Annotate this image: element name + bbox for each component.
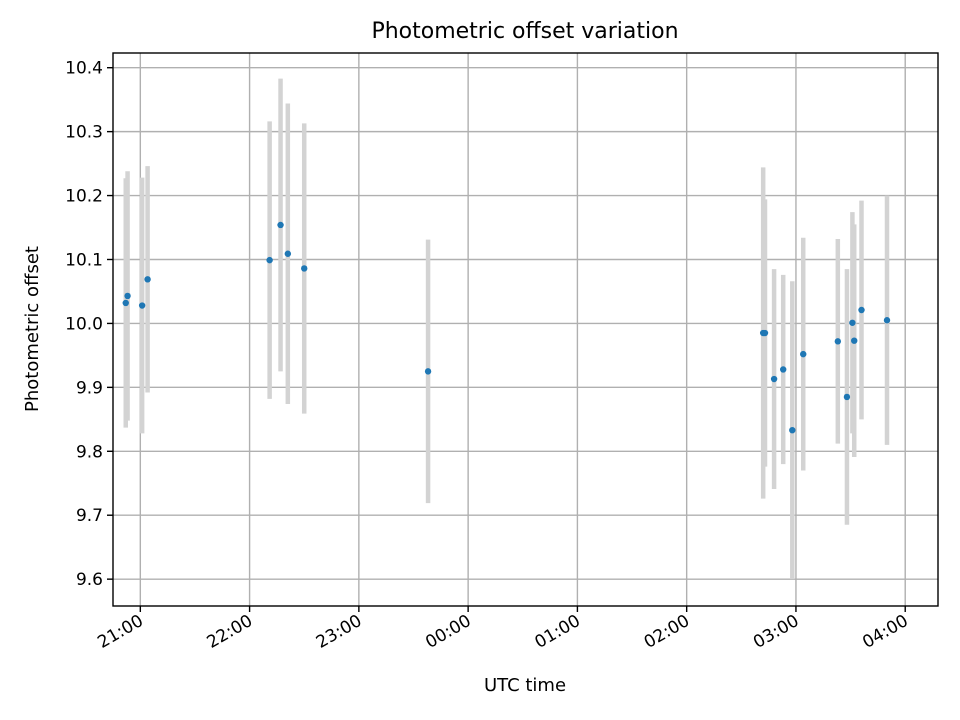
x-tick-label: 23:00 bbox=[313, 611, 365, 653]
y-tick-label: 10.1 bbox=[65, 250, 103, 270]
y-tick-label: 10.2 bbox=[65, 187, 103, 207]
y-tick-label: 9.6 bbox=[76, 570, 103, 590]
data-point bbox=[834, 338, 842, 345]
plot-frame bbox=[112, 52, 939, 607]
y-tick-label: 9.9 bbox=[76, 378, 103, 398]
data-point bbox=[789, 426, 796, 434]
grid-layer bbox=[113, 53, 938, 606]
data-point bbox=[301, 265, 308, 272]
data-point bbox=[284, 250, 292, 257]
data-point bbox=[800, 350, 807, 358]
x-tick-label: 00:00 bbox=[422, 611, 474, 653]
y-tick-label: 10.3 bbox=[65, 123, 103, 143]
x-tick-label: 02:00 bbox=[641, 611, 693, 653]
data-point bbox=[122, 299, 129, 307]
data-point bbox=[770, 375, 778, 383]
chart-title: Photometric offset variation bbox=[371, 19, 678, 44]
data-point bbox=[424, 368, 432, 375]
x-tick-label: 03:00 bbox=[750, 611, 802, 653]
errorbar-layer bbox=[123, 78, 890, 580]
data-point bbox=[849, 319, 856, 326]
data-point bbox=[858, 306, 865, 314]
data-point bbox=[266, 256, 273, 264]
data-point bbox=[138, 302, 146, 309]
data-point bbox=[779, 366, 787, 373]
point-layer bbox=[122, 221, 891, 434]
x-tick-label: 21:00 bbox=[94, 611, 146, 653]
data-point bbox=[843, 393, 851, 401]
data-point bbox=[277, 221, 284, 229]
data-point bbox=[144, 276, 151, 283]
y-tick-label: 10.0 bbox=[65, 314, 103, 334]
y-axis-label: Photometric offset bbox=[22, 246, 43, 412]
x-tick-label: 01:00 bbox=[531, 611, 583, 653]
x-tick-label: 22:00 bbox=[204, 611, 256, 653]
data-point bbox=[124, 292, 131, 300]
y-tick-label: 10.4 bbox=[65, 59, 103, 79]
data-point bbox=[761, 329, 769, 337]
data-point bbox=[883, 317, 891, 324]
x-axis-label: UTC time bbox=[484, 675, 566, 696]
y-tick-label: 9.8 bbox=[76, 442, 103, 462]
x-tick-label: 04:00 bbox=[859, 611, 911, 653]
y-tick-label: 9.7 bbox=[76, 506, 103, 526]
data-point bbox=[851, 337, 858, 344]
